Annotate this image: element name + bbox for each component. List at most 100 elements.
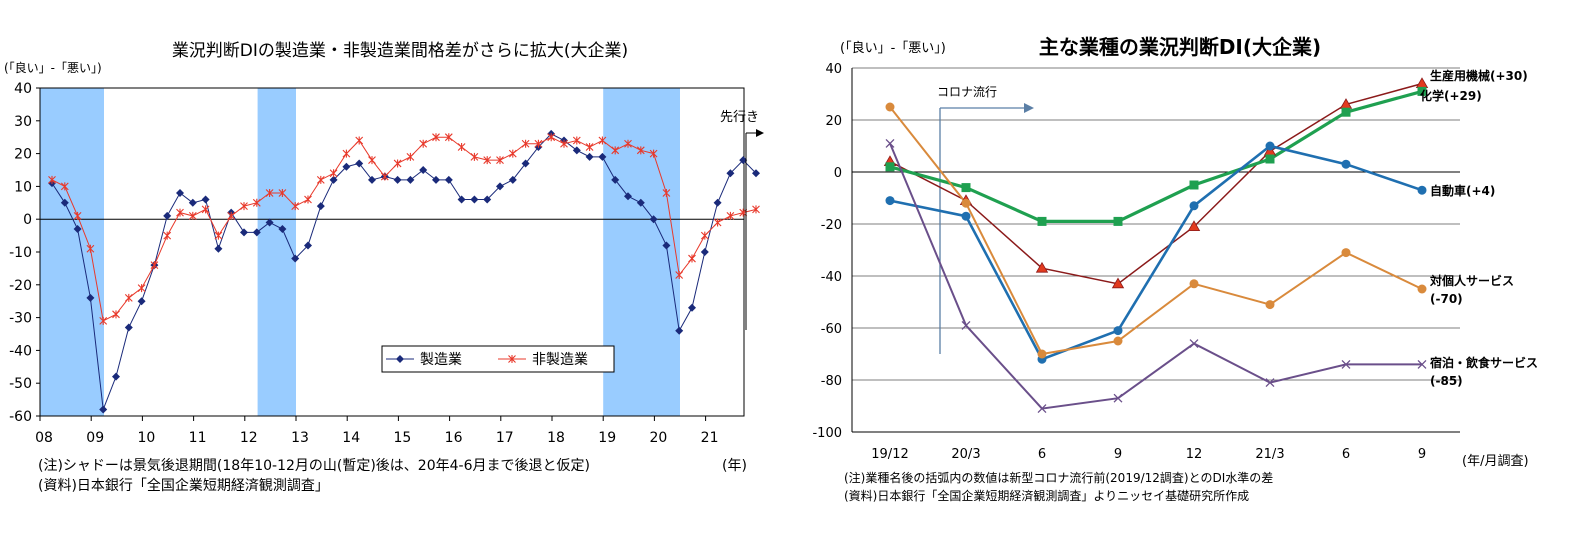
series-2-point [99, 316, 108, 325]
x-tick-label: 15 [393, 430, 411, 446]
series-5-point [885, 138, 895, 148]
x-tick-label: 9 [1418, 447, 1426, 462]
y-tick-label: 40 [825, 62, 842, 77]
series-2-point [752, 205, 760, 214]
y-tick-label: 0 [23, 212, 32, 228]
y-tick-label: -30 [9, 311, 32, 327]
series-2-point [1265, 154, 1275, 164]
x-tick-label: 17 [496, 430, 514, 446]
x-tick-label: 19/12 [871, 447, 908, 462]
series-1-point [176, 188, 184, 197]
series-2-point [368, 156, 376, 165]
series-2-point [393, 159, 402, 168]
y-tick-label: 40 [14, 81, 32, 97]
chart-source: (資料)日本銀行「全国企業短期経済観測調査」よりニッセイ基礎研究所作成 [844, 488, 1249, 503]
series-2-point [1341, 107, 1351, 117]
series-1-point [611, 175, 620, 184]
series-label-3: 自動車(+4) [1430, 183, 1495, 198]
series-2-point [560, 139, 568, 148]
series-3-point [961, 211, 971, 221]
x-tick-label: 09 [86, 430, 104, 446]
y-tick-label: -10 [9, 245, 32, 261]
chart-note: (注)業種名後の括弧内の数値は新型コロナ流行前(2019/12調査)とのDI水準… [844, 470, 1273, 485]
series-1-point [726, 169, 735, 178]
series-4-point [1037, 349, 1047, 359]
series-1-point [496, 182, 504, 191]
series-4-point [961, 198, 971, 208]
x-tick-label: 21/3 [1255, 447, 1284, 462]
series-2-point [688, 254, 696, 263]
series-label-1: 生産用機械(+30) [1430, 68, 1528, 83]
series-2-point [60, 182, 69, 191]
series-2-point [483, 156, 492, 165]
series-2-point [1417, 86, 1427, 96]
series-3-point [1417, 185, 1427, 195]
y-tick-label: 20 [14, 147, 32, 163]
series-diff-5: (-85) [1430, 374, 1463, 388]
y-tick-label: -50 [9, 376, 32, 392]
series-2-point [444, 133, 453, 142]
series-2-point [611, 146, 620, 155]
y-tick-label: -60 [821, 322, 842, 337]
series-1-point [304, 241, 312, 250]
series-line-2 [889, 89, 1423, 223]
series-2-point [624, 139, 632, 148]
series-2-point [48, 175, 56, 184]
x-tick-label: 20 [649, 430, 667, 446]
x-tick-label: 12 [240, 430, 258, 446]
series-1-point [636, 198, 645, 207]
series-1-point [1111, 277, 1125, 289]
y-tick-label: 20 [825, 114, 842, 129]
series-2-point [547, 133, 556, 142]
series-1-point [291, 254, 300, 263]
series-1-point [700, 248, 709, 256]
chart-title: 業況判断DIの製造業・非製造業間格差がさらに拡大(大企業) [172, 41, 628, 61]
series-1-point [470, 195, 479, 204]
series-1-point [457, 195, 466, 204]
x-axis-label: (年) [722, 458, 747, 474]
series-1-point [137, 297, 146, 306]
legend-marker-1 [396, 355, 404, 363]
series-2-point [380, 172, 389, 181]
series-2-point [1113, 216, 1123, 226]
series-diff-4: (-70) [1430, 292, 1463, 306]
series-2-point [265, 188, 274, 197]
series-1-point [521, 159, 530, 168]
chart-note: (注)シャドーは景気後退期間(18年10-12月の山(暫定)後は、20年4-6月… [38, 458, 590, 474]
legend-label-2: 非製造業 [532, 352, 588, 368]
series-5-point [1189, 339, 1199, 349]
series-5-point [1113, 393, 1123, 403]
y-tick-label: 10 [14, 179, 32, 195]
y-tick-label: -80 [821, 374, 842, 389]
forecast-annotation: 先行き [720, 110, 759, 125]
series-1-point [444, 175, 453, 184]
y-tick-label: 0 [834, 166, 842, 181]
series-1-point [316, 202, 325, 211]
series-label-4: 対個人サービス [1429, 273, 1514, 288]
forecast-arrow-head [756, 129, 764, 137]
x-tick-label: 19 [598, 430, 616, 446]
series-2-point [496, 156, 504, 165]
x-tick-label: 12 [1186, 447, 1203, 462]
series-4-point [1417, 284, 1427, 294]
series-1-point [1035, 261, 1049, 273]
series-2-point [675, 270, 684, 279]
y-tick-label: -60 [9, 409, 32, 425]
series-1-point [188, 198, 197, 207]
recession-shade-1 [40, 88, 104, 416]
series-2-point [406, 152, 415, 161]
series-5-point [1037, 404, 1047, 414]
series-line-3 [889, 144, 1423, 361]
series-1-point [252, 228, 261, 237]
series-1-point [752, 169, 760, 178]
series-1-point [265, 218, 274, 227]
chart-title: 主な業種の業況判断DI(大企業) [1039, 35, 1321, 59]
x-tick-label: 10 [137, 430, 155, 446]
series-4-point [1189, 279, 1199, 289]
series-2-point [342, 149, 351, 158]
series-1-point [278, 225, 287, 234]
series-5-point [961, 320, 971, 330]
series-2-point [112, 310, 120, 319]
x-tick-label: 6 [1342, 447, 1350, 462]
x-tick-label: 11 [189, 430, 207, 446]
